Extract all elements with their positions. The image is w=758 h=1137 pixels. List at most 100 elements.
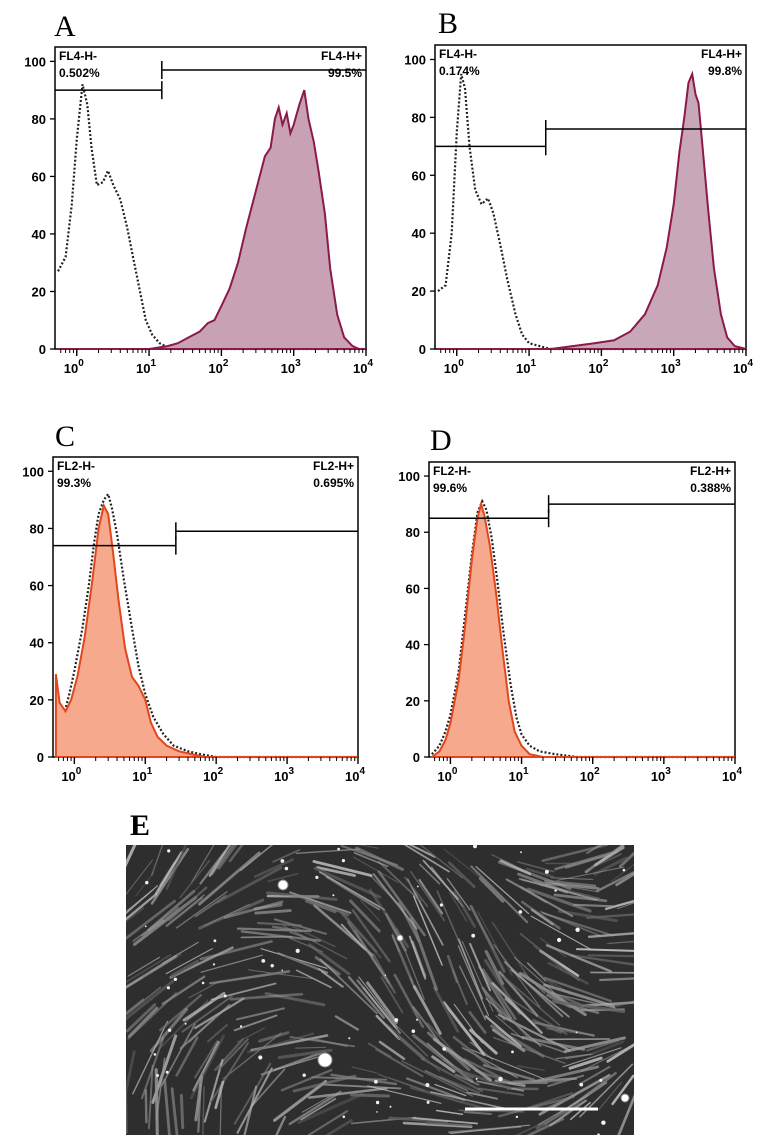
cell-highlight-dot (166, 986, 170, 990)
gate-label-negative: FL2-H- (57, 459, 95, 473)
sample-histogram-area (58, 89, 366, 350)
cell-streak (126, 1090, 128, 1134)
cell-streak (448, 891, 468, 922)
cell-highlight-dot (375, 1100, 380, 1105)
cell-streak (351, 909, 391, 963)
panel-letter-d: D (430, 424, 452, 457)
cell-streak (273, 1080, 328, 1122)
cell-streak (599, 977, 634, 982)
cell-streak (247, 969, 313, 979)
cell-streak (182, 991, 226, 1022)
y-tick-label: 0 (419, 342, 426, 357)
cell-streak (404, 876, 429, 908)
cell-streak (615, 872, 634, 887)
cell-streak (580, 1045, 632, 1072)
cell-streak (240, 935, 293, 939)
x-tick-exponent: 3 (295, 358, 301, 369)
cell-streak (126, 1050, 136, 1098)
x-tick-exponent: 3 (675, 358, 681, 369)
cell-streak (412, 1034, 474, 1083)
cell-streak (522, 971, 546, 994)
cell-streak (367, 1042, 392, 1058)
cell-streak (585, 853, 622, 872)
cell-streak (203, 903, 250, 927)
x-tick-exponent: 1 (523, 766, 529, 777)
cell-streak (525, 867, 555, 879)
cell-streak (409, 917, 438, 991)
cell-streak (402, 1121, 473, 1128)
cell-streak (420, 1057, 483, 1093)
cell-streak (314, 956, 341, 976)
sample-histogram-area (428, 500, 735, 758)
x-tick-base: 10 (281, 361, 295, 376)
cell-streak (594, 846, 625, 867)
cell-streak (412, 895, 443, 966)
cell-streak (223, 900, 284, 919)
y-tick-label: 100 (398, 469, 420, 484)
cell-streak (463, 1110, 492, 1116)
cell-streak (561, 1071, 617, 1114)
cell-highlight-dot (280, 859, 285, 863)
cell-streak (198, 851, 261, 906)
cell-streak (518, 877, 598, 901)
x-tick-label: 103 (661, 358, 681, 376)
cell-highlight-dot (261, 959, 266, 963)
y-tick-label: 80 (412, 110, 426, 125)
cell-streak (562, 1047, 622, 1068)
cell-highlight-dot (394, 1018, 399, 1022)
cell-streak (160, 1022, 196, 1087)
x-tick-label: 104 (722, 766, 742, 784)
cell-streak (446, 878, 471, 911)
control-histogram-line (54, 491, 358, 759)
x-tick-label: 102 (588, 358, 608, 376)
cell-streak (432, 1037, 492, 1082)
cell-streak (462, 1071, 512, 1090)
cell-highlight-dot (270, 964, 274, 968)
y-tick-label: 60 (32, 169, 46, 184)
cell-streak (430, 1091, 506, 1110)
cell-highlight-dot (515, 1115, 519, 1119)
cell-streak (387, 1076, 463, 1104)
cell-streak (349, 899, 381, 933)
cell-streak (493, 1036, 566, 1065)
cell-streak (433, 986, 460, 1033)
cell-streak (210, 982, 277, 1001)
cell-streak (526, 962, 547, 982)
cell-streak (505, 878, 574, 918)
y-tick-label: 60 (406, 581, 420, 596)
cell-streak (484, 949, 505, 986)
cell-streak (469, 1028, 498, 1055)
cell-streak (126, 893, 157, 921)
rounded-cell (396, 934, 404, 942)
x-tick-label: 103 (651, 766, 671, 784)
cell-streak (264, 992, 326, 1007)
cell-streak (424, 1069, 468, 1092)
cell-streak (127, 956, 161, 977)
cell-streak (550, 877, 594, 880)
cell-streak (493, 944, 541, 1008)
y-tick-label: 20 (30, 693, 44, 708)
cell-highlight-dot (389, 1105, 392, 1108)
x-tick-exponent: 2 (218, 766, 224, 777)
cell-streak (443, 848, 484, 881)
cell-streak (478, 876, 505, 903)
cell-streak (260, 1050, 326, 1076)
cell-streak (586, 913, 634, 919)
cell-streak (254, 909, 292, 915)
gate-label-negative: FL2-H- (433, 464, 471, 478)
gate-value-negative: 0.174% (439, 64, 480, 78)
cell-highlight-dot (597, 1133, 600, 1135)
cell-streak (418, 879, 444, 915)
gate-label-positive: FL4-H+ (701, 47, 742, 61)
cell-streak (380, 976, 404, 1014)
cell-streak (352, 856, 399, 883)
cell-streak (503, 976, 561, 1026)
cell-streak (175, 1036, 199, 1077)
x-tick-base: 10 (516, 361, 530, 376)
cell-streak (312, 860, 373, 877)
cell-highlight-dot (622, 868, 626, 872)
cell-highlight-dot (384, 974, 387, 977)
cell-streak (307, 1087, 388, 1099)
